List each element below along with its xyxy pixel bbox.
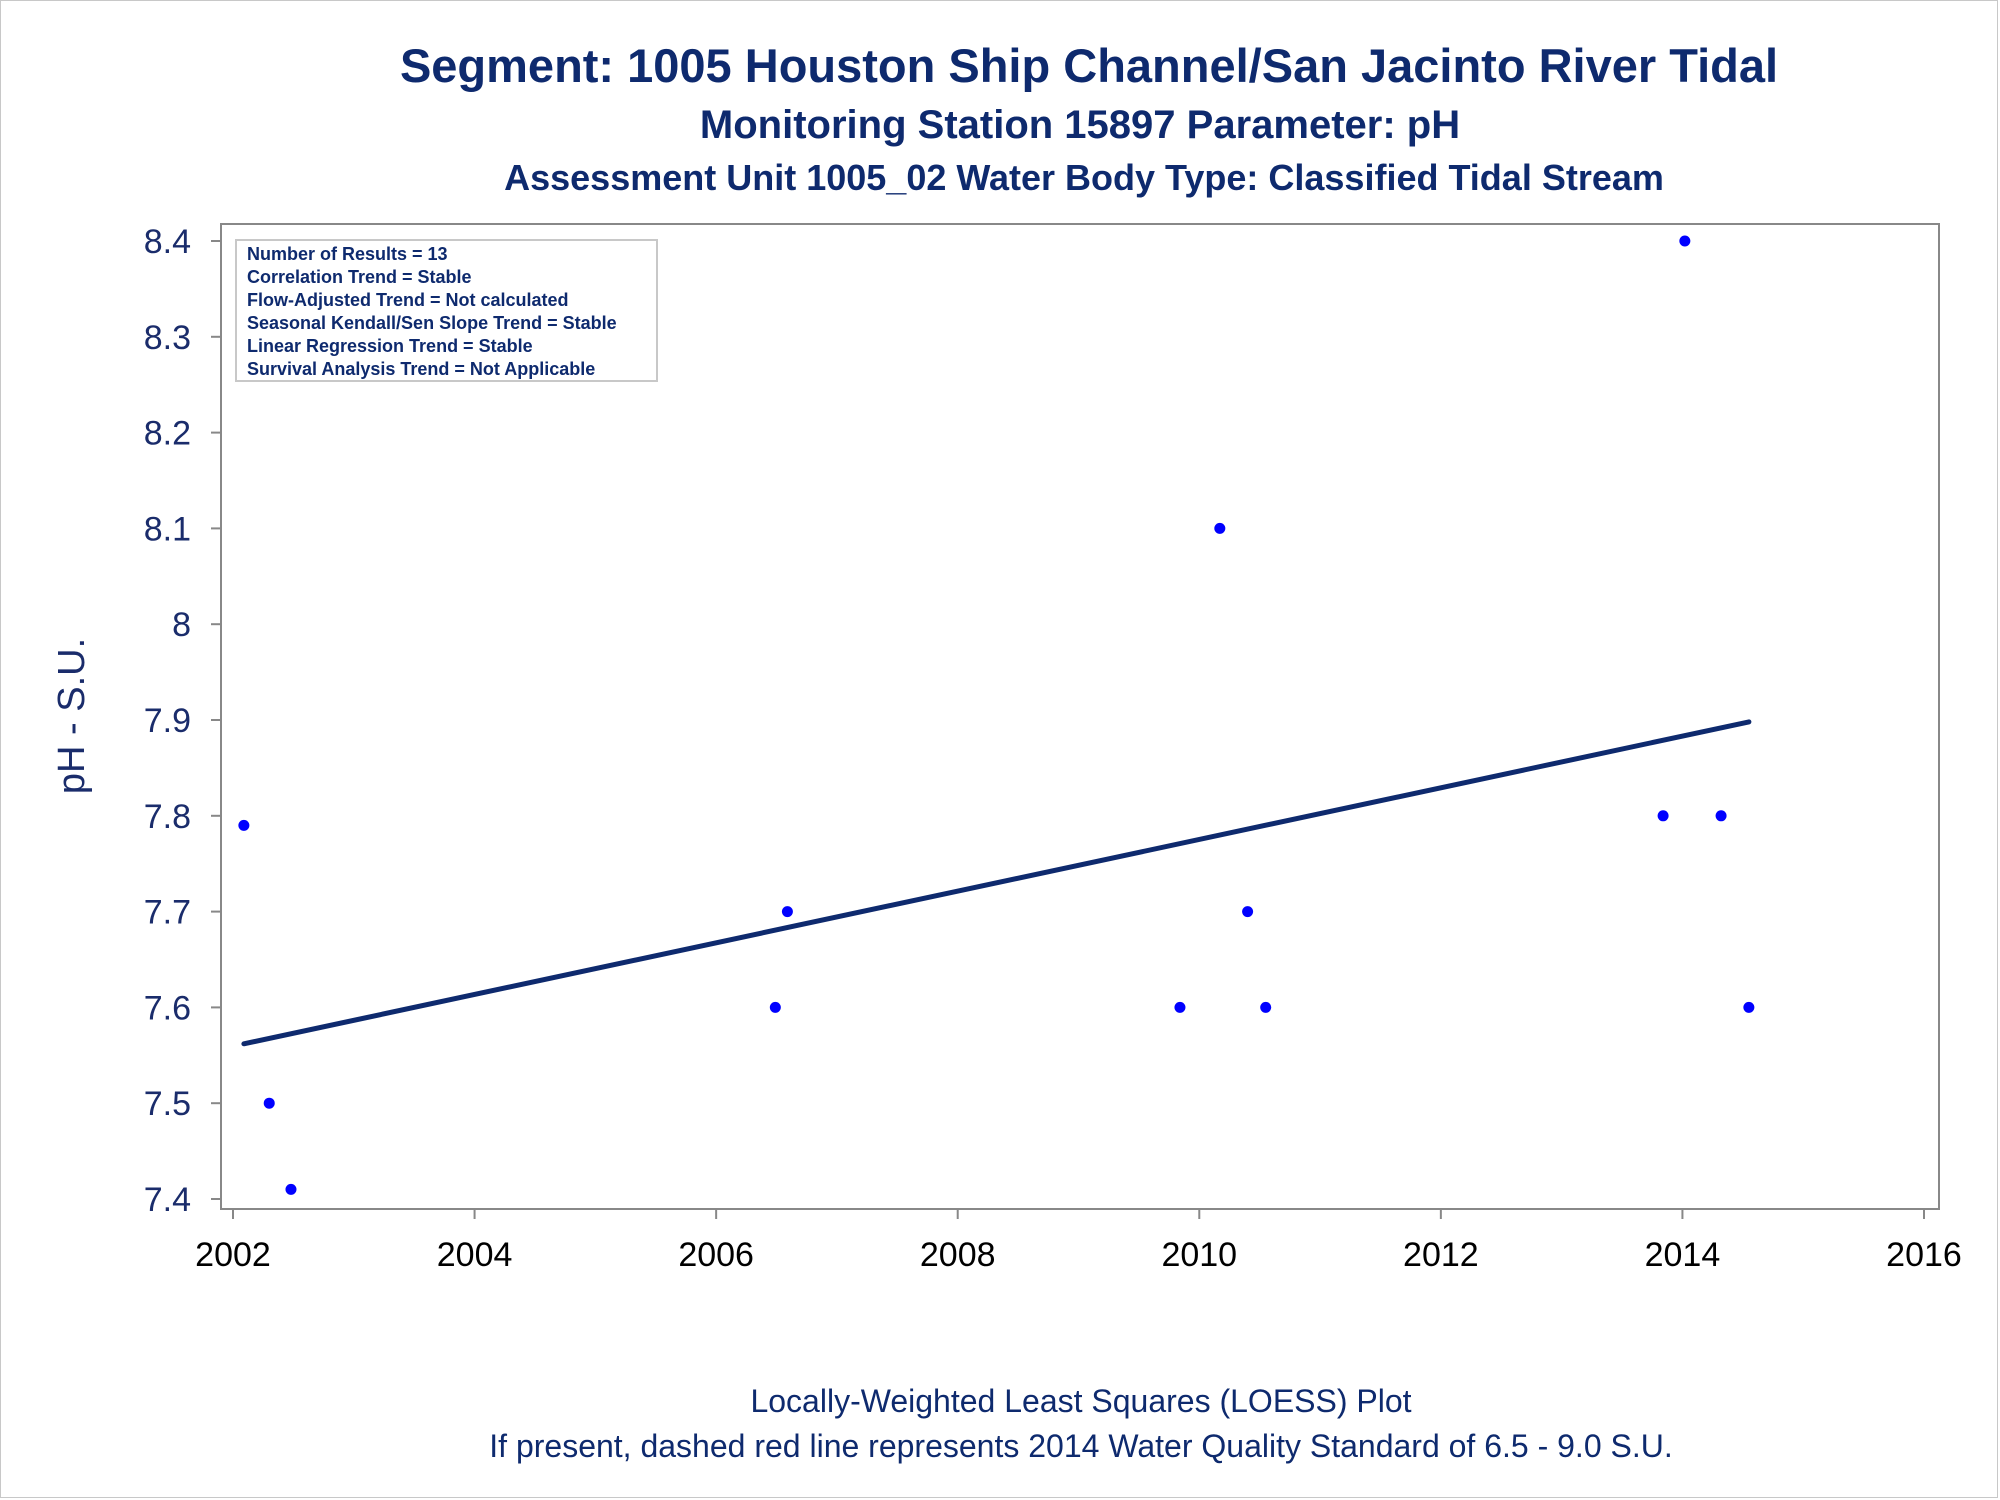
data-point [769, 1001, 781, 1013]
stats-line-results: Number of Results = 13 [247, 244, 448, 264]
y-tick-label: 7.8 [144, 798, 191, 836]
x-tick-label: 2008 [920, 1236, 996, 1274]
trend-layer [241, 719, 1752, 1047]
stats-line-correlation: Correlation Trend = Stable [247, 267, 472, 287]
stats-line-flow-adjusted: Flow-Adjusted Trend = Not calculated [247, 290, 569, 310]
stats-box: Number of Results = 13 Correlation Trend… [235, 239, 658, 382]
x-tick-label: 2010 [1161, 1236, 1237, 1274]
plot-area [220, 223, 1940, 1210]
chart-subtitle-2: Assessment Unit 1005_02 Water Body Type:… [504, 157, 1664, 198]
y-tick-label: 8.4 [144, 223, 191, 261]
y-tick-label: 7.7 [144, 894, 191, 932]
y-tick-label: 7.6 [144, 989, 191, 1027]
data-point [285, 1183, 297, 1195]
data-point [1214, 522, 1226, 534]
y-tick-label: 8.2 [144, 415, 191, 453]
data-point [263, 1097, 275, 1109]
data-point [1657, 810, 1669, 822]
footnote-loess: Locally-Weighted Least Squares (LOESS) P… [750, 1383, 1411, 1419]
x-tick-label: 2016 [1886, 1236, 1962, 1274]
stats-line-survival: Survival Analysis Trend = Not Applicable [247, 359, 595, 379]
data-point [238, 819, 250, 831]
x-tick-label: 2002 [195, 1236, 271, 1274]
x-tick-label: 2014 [1645, 1236, 1721, 1274]
x-axis: 2002 2004 2006 2008 2010 2012 2014 2016 [195, 1209, 1962, 1274]
stats-line-linear-regression: Linear Regression Trend = Stable [247, 336, 533, 356]
y-tick-label: 7.9 [144, 702, 191, 740]
x-tick-label: 2012 [1403, 1236, 1479, 1274]
chart-subtitle: Monitoring Station 15897 Parameter: pH [700, 103, 1460, 147]
points-layer [238, 235, 1755, 1195]
data-point [1743, 1001, 1755, 1013]
y-axis: 7.4 7.5 7.6 7.7 7.8 7.9 8 8.1 8.2 8.3 8.4 [144, 223, 221, 1219]
data-point [1679, 235, 1691, 247]
y-tick-label: 7.4 [144, 1181, 191, 1219]
y-tick-label: 8 [172, 606, 191, 644]
loess-trend-line [241, 719, 1752, 1047]
data-point [1715, 810, 1727, 822]
y-tick-label: 8.1 [144, 510, 191, 548]
data-point [781, 906, 793, 918]
chart-title: Segment: 1005 Houston Ship Channel/San J… [400, 39, 1778, 92]
x-tick-label: 2004 [437, 1236, 513, 1274]
y-tick-label: 7.5 [144, 1085, 191, 1123]
x-tick-label: 2006 [678, 1236, 754, 1274]
y-axis-label: pH - S.U. [51, 638, 93, 794]
data-point [1242, 906, 1254, 918]
data-point [1260, 1001, 1272, 1013]
data-point [1174, 1001, 1186, 1013]
y-tick-label: 8.3 [144, 319, 191, 357]
stats-line-seasonal-kendall: Seasonal Kendall/Sen Slope Trend = Stabl… [247, 313, 617, 333]
footnote-standard: If present, dashed red line represents 2… [489, 1428, 1672, 1464]
stats-box-border [235, 239, 658, 382]
